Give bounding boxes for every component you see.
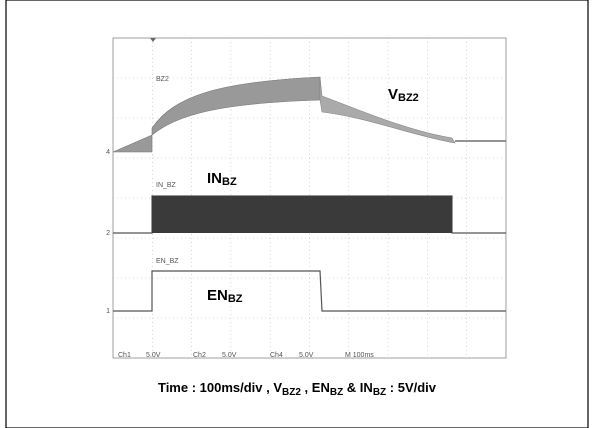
- caption: Time : 100ms/div , VBZ2 , ENBZ & INBZ : …: [158, 380, 437, 397]
- caption-part: & IN: [343, 380, 373, 395]
- trace-label: IN_BZ: [156, 182, 177, 189]
- trigger-marker: [150, 38, 156, 42]
- channel-marker: 2: [106, 230, 110, 237]
- status-text: M 100ms: [345, 352, 374, 359]
- frame: [5, 0, 589, 428]
- trace-label: EN_BZ: [156, 258, 179, 265]
- channel-marker: 1: [106, 308, 110, 315]
- inbz-block: [152, 196, 452, 233]
- caption-part: Time : 100ms/div , V: [158, 380, 282, 395]
- signal-label: VBZ2: [388, 86, 419, 104]
- status-text: 5.0V: [146, 352, 161, 359]
- caption-part: BZ: [373, 387, 386, 398]
- status-text: Ch4: [270, 352, 283, 359]
- caption-part: , EN: [301, 380, 330, 395]
- status-text: Ch2: [193, 352, 206, 359]
- channel-marker: 4: [106, 149, 110, 156]
- status-bar: Ch1 5.0V Ch2 5.0V Ch4 5.0V M 100ms: [118, 352, 374, 359]
- caption-part: BZ: [330, 387, 343, 398]
- signal-label: INBZ: [207, 170, 237, 188]
- trace-label: BZ2: [156, 76, 169, 83]
- enbz-trace: [113, 270, 506, 312]
- scope-screen: [112, 37, 507, 359]
- status-text: Ch1: [118, 352, 131, 359]
- vbz2-decay: [319, 76, 456, 144]
- status-text: 5.0V: [222, 352, 237, 359]
- status-text: 5.0V: [299, 352, 314, 359]
- caption-part: BZ2: [282, 387, 301, 398]
- caption-part: : 5V/div: [386, 380, 437, 395]
- signal-label: ENBZ: [207, 287, 243, 305]
